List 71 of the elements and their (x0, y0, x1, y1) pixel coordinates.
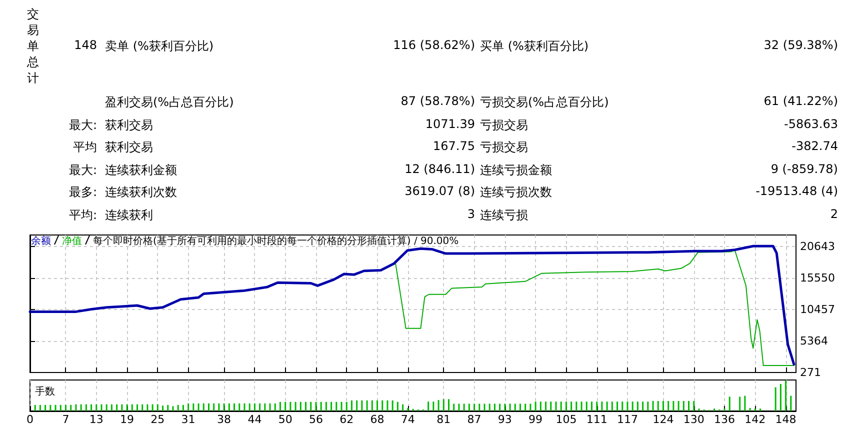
x-tick-label: 105 (556, 413, 577, 426)
x-tick-label: 44 (248, 413, 262, 426)
text: 连续获利金额 (105, 162, 177, 179)
text: 买单 (%获利百分比) (480, 38, 589, 55)
text: 连续获利次数 (105, 184, 177, 201)
text: 61 (41.22%) (764, 94, 838, 108)
text: 32 (59.38%) (764, 38, 838, 52)
text: 167.75 (433, 139, 475, 153)
text: -19513.48 (4) (756, 184, 838, 198)
text: 平均: (68, 207, 97, 224)
x-tick-label: 13 (89, 413, 104, 426)
text: 平均 (73, 139, 97, 156)
x-tick-label: 117 (616, 413, 638, 426)
x-tick-label: 111 (586, 413, 608, 426)
text: 盈利交易(%占总百分比) (105, 94, 234, 111)
text: 亏损交易 (480, 139, 528, 156)
text: 2 (830, 207, 838, 221)
x-tick-label: 19 (120, 413, 134, 426)
x-tick-label: 136 (714, 413, 736, 426)
text: 12 (846.11) (404, 162, 475, 176)
text: 卖单 (%获利百分比) (105, 38, 214, 55)
line-series (28, 244, 796, 366)
text: 148 (74, 38, 97, 52)
x-tick-label: 68 (370, 413, 384, 426)
x-tick-label: 99 (528, 413, 543, 426)
text: 最多: (68, 184, 97, 201)
text: 3619.07 (8) (404, 184, 475, 198)
text: 手数 (35, 386, 55, 398)
text: 最大: (68, 162, 97, 179)
text: 净值 (62, 236, 82, 247)
line-series (395, 249, 794, 366)
x-tick-label: 87 (467, 413, 482, 426)
chart-title: 每个即时价格(基于所有可利用的最小时段的每一个价格的分形插值计算) / 90.00% (93, 236, 459, 247)
x-tick-label: 50 (278, 413, 292, 426)
x-tick-label: 62 (340, 413, 354, 426)
x-tick-label: 7 (62, 413, 70, 426)
text: 连续亏损次数 (480, 184, 552, 201)
text: 亏损交易 (480, 117, 528, 134)
text: 连续亏损 (480, 207, 528, 224)
text: -382.74 (792, 139, 838, 153)
x-tick-label: 93 (498, 413, 512, 426)
text: 亏损交易(%占总百分比) (480, 94, 609, 111)
text: 1071.39 (425, 117, 475, 131)
text: 最大: (68, 117, 97, 134)
x-tick-label: 81 (436, 413, 451, 426)
text: -5863.63 (784, 117, 838, 131)
y-tick-label: 5364 (800, 334, 828, 348)
x-tick-label: 38 (217, 413, 232, 426)
x-tick-label: 25 (150, 413, 165, 426)
x-tick-label: 130 (683, 413, 704, 426)
text: 116 (58.62%) (393, 38, 475, 52)
y-tick-label: 15550 (800, 271, 835, 284)
x-tick-label: 56 (308, 413, 323, 426)
text: 3 (467, 207, 475, 221)
x-tick-label: 74 (400, 413, 415, 426)
y-tick-label: 10457 (800, 302, 835, 316)
y-tick-label: 271 (800, 366, 821, 379)
text: 余额 (31, 236, 51, 247)
text: 连续获利 (105, 207, 153, 224)
text: 获利交易 (105, 139, 153, 156)
text: 87 (58.78%) (400, 94, 475, 108)
x-tick-label: 148 (775, 413, 796, 426)
text: 获利交易 (105, 117, 153, 134)
text: 交易单总计 (26, 6, 40, 86)
text: 9 (-859.78) (770, 162, 838, 176)
text: 连续亏损金额 (480, 162, 552, 179)
x-tick-label: 0 (26, 413, 34, 426)
x-tick-label: 124 (652, 413, 674, 426)
x-tick-label: 31 (181, 413, 196, 426)
x-tick-label: 142 (744, 413, 766, 426)
y-tick-label: 20643 (800, 240, 835, 253)
